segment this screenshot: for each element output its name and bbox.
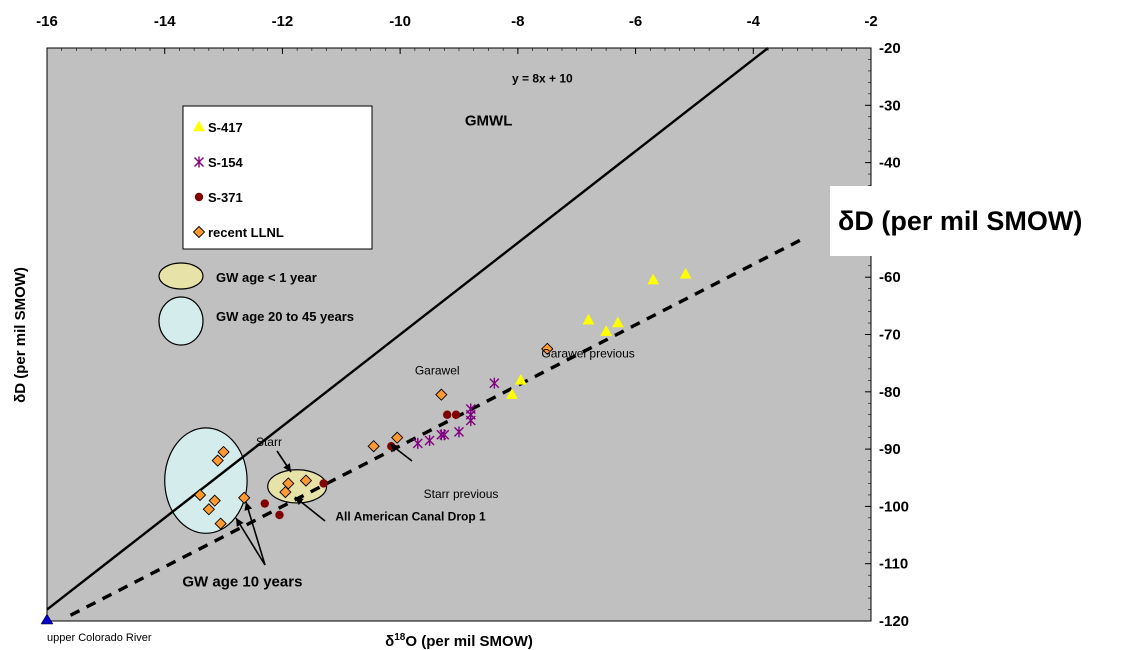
x-tick-label: -14 — [154, 13, 176, 30]
point-recent-llnl — [541, 342, 554, 355]
annotation-upper-colorado-river: upper Colorado River — [47, 632, 152, 644]
x-tick-label: -4 — [747, 13, 761, 30]
point-s-417 — [611, 316, 624, 328]
point-recent-llnl — [299, 474, 313, 487]
point-s-154 — [412, 437, 423, 449]
legend-layer: S-417 S-154 S-371 recent LLNL GW age < 1 yea… — [158, 105, 373, 346]
legend-marker-s-371 — [194, 192, 204, 202]
y-tick-label: -110 — [879, 556, 908, 573]
annotation-starr-previous: Starr previous — [424, 487, 499, 501]
ellipse-legend-label-gw-age-20-to-45-years: GW age 20 to 45 years — [216, 309, 354, 324]
annotation-starr: Starr — [256, 435, 282, 449]
ticks-layer: -16 -14 -12 -10 -8 -6 -4 -2-20 -30 -40 -60 -70 -80 -9… — [36, 13, 909, 630]
point-recent-llnl — [279, 485, 292, 499]
point-s-417 — [647, 273, 660, 285]
arrow-all-american-canal — [294, 496, 326, 522]
point-recent-llnl — [435, 388, 448, 401]
annotation-garawel-previous: Garawel previous — [541, 346, 634, 360]
labels-layer: y = 8x + 10 GMWL upper Colorado River Garaw… — [47, 71, 635, 644]
point-s-417 — [582, 313, 595, 325]
x-tick-label: -6 — [629, 13, 642, 30]
legend-box — [182, 105, 373, 250]
arrow-starr-previous-head — [390, 444, 399, 453]
point-s-154 — [465, 409, 476, 421]
y-tick-label: -30 — [879, 97, 901, 114]
points-layer — [40, 267, 692, 625]
arrow-gw-age-10-a — [244, 501, 266, 566]
legend-marker-s-154 — [194, 156, 204, 168]
point-recent-llnl — [367, 440, 380, 453]
legend-marker-s-417 — [193, 120, 205, 132]
arrow-starr-previous — [389, 443, 413, 462]
point-s-417 — [600, 325, 613, 336]
line-gmwl — [46, 47, 769, 611]
point-s-417 — [506, 388, 518, 399]
ellipse-gw-age-20-to-45-years — [164, 427, 248, 534]
arrow-all-american-canal-head — [295, 497, 304, 506]
point-recent-llnl — [214, 517, 227, 530]
arrow-gw-age-10-b — [235, 517, 266, 566]
y-tick-label: -100 — [879, 498, 909, 515]
ellipse-legend-label-gw-age-1-year: GW age < 1 year — [216, 270, 317, 285]
point-s-371 — [275, 510, 284, 520]
arrow-gw-age-10-a-shaft — [245, 501, 266, 566]
annotation-all-american-canal-drop-1: All American Canal Drop 1 — [335, 510, 486, 524]
arrow-starr — [276, 450, 292, 473]
point-s-417 — [679, 267, 692, 279]
x-tick-label: -2 — [864, 13, 877, 30]
point-s-154 — [489, 377, 500, 389]
point-recent-llnl — [238, 491, 251, 504]
y-axis-title-right: δD (per mil SMOW) — [830, 186, 1134, 256]
point-s-154 — [436, 429, 447, 441]
trend-line-dashed — [69, 235, 808, 617]
point-s-417 — [514, 373, 527, 385]
y-axis-title-left: δD (per mil SMOW) — [12, 267, 29, 403]
point-recent-llnl — [217, 445, 230, 459]
arrows-layer — [235, 443, 413, 566]
annotation-y-8x-10: y = 8x + 10 — [512, 71, 573, 85]
point-recent-llnl — [208, 494, 221, 507]
point-recent-llnl — [211, 454, 224, 467]
arrow-gw-age-10-b-shaft — [235, 517, 266, 566]
y-tick-label: -80 — [879, 384, 901, 401]
point-recent-llnl — [193, 488, 207, 502]
x-tick-label: -8 — [511, 13, 524, 30]
arrow-gw-age-10-b-head — [236, 518, 244, 527]
arrow-gw-age-10-a-head — [244, 502, 253, 511]
x-tick-label: -10 — [389, 13, 411, 30]
y-tick-label: -70 — [879, 327, 901, 344]
point-s-154 — [424, 435, 435, 447]
annotation-gmwl: GMWL — [465, 112, 512, 129]
lines-layer — [46, 47, 808, 617]
legend-label-s-154: S-154 — [208, 155, 243, 170]
x-tick-label: -12 — [272, 13, 294, 30]
legend-label-s-371: S-371 — [208, 190, 243, 205]
point-s-371 — [443, 410, 452, 419]
x-tick-label: -16 — [36, 13, 58, 30]
legend-label-s-417: S-417 — [208, 120, 243, 135]
point-upper-colorado-river — [40, 613, 54, 625]
y-tick-label: -20 — [879, 40, 901, 57]
y-tick-label: -40 — [879, 155, 901, 172]
ellipse-legend-swatch-gw-age-20-to-45-years — [158, 296, 204, 346]
ellipse-legend-swatch-gw-age-1-year — [158, 262, 204, 290]
annotation-garawel: Garawel — [415, 364, 460, 378]
y-tick-label: -90 — [879, 441, 901, 458]
annotation-gw-age-10-years: GW age 10 years — [182, 574, 302, 591]
point-s-371 — [451, 410, 461, 419]
y-tick-label: -60 — [879, 269, 901, 286]
point-s-154 — [454, 426, 464, 438]
legend-label-recent-llnl: recent LLNL — [208, 225, 284, 240]
point-recent-llnl — [202, 503, 215, 516]
x-axis-title: δ18O (per mil SMOW) — [385, 632, 533, 650]
y-tick-label: -120 — [879, 613, 909, 630]
point-recent-llnl — [391, 431, 404, 444]
legend-marker-recent-llnl — [192, 225, 206, 239]
point-s-371 — [260, 499, 269, 508]
point-s-371 — [319, 479, 328, 488]
arrow-starr-head — [283, 463, 291, 472]
